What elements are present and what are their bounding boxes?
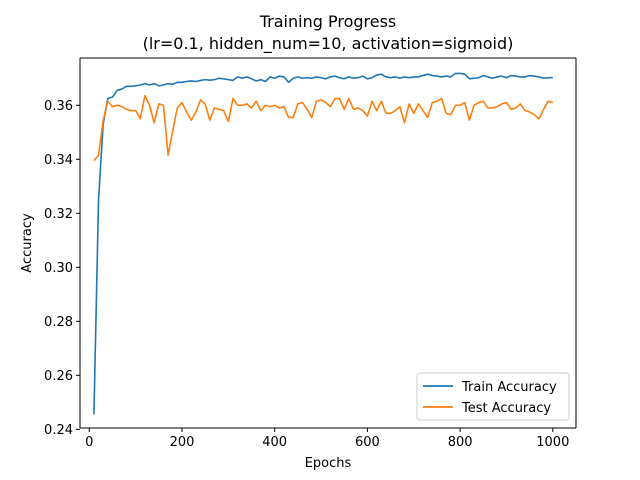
y-axis-ticks: 0.24 0.26 0.28 0.30 0.32 0.34 0.36	[44, 99, 80, 438]
x-axis-label: Epochs	[305, 456, 352, 471]
chart-subtitle: (lr=0.1, hidden_num=10, activation=sigmo…	[143, 34, 514, 54]
series-line-test-accuracy	[93, 95, 554, 162]
plot-area	[79, 57, 577, 429]
legend-label-test-accuracy: Test Accuracy	[461, 401, 551, 416]
axes-background	[80, 58, 576, 428]
series-layer	[93, 72, 554, 415]
x-tick-label: 800	[448, 435, 473, 450]
x-tick-label: 0	[85, 435, 93, 450]
x-tick-label: 400	[262, 435, 287, 450]
x-axis-ticks: 0 200 400 600 800 1000	[85, 428, 569, 450]
y-tick-label: 0.34	[44, 153, 73, 168]
x-tick-label: 1000	[536, 435, 569, 450]
legend: Train Accuracy Test Accuracy	[416, 372, 570, 421]
legend-label-train-accuracy: Train Accuracy	[461, 380, 557, 395]
legend-box	[416, 372, 570, 421]
y-tick-label: 0.36	[44, 99, 73, 114]
axes-frame	[79, 57, 577, 429]
y-tick-label: 0.26	[44, 369, 73, 384]
series-line-train-accuracy	[93, 72, 553, 415]
x-tick-label: 600	[355, 435, 380, 450]
y-axis-label: Accuracy	[20, 213, 35, 273]
y-tick-label: 0.24	[44, 423, 73, 438]
y-tick-label: 0.28	[44, 315, 73, 330]
y-tick-label: 0.32	[44, 207, 73, 222]
chart-title: Training Progress	[259, 12, 397, 31]
y-tick-label: 0.30	[44, 261, 73, 276]
x-tick-label: 200	[170, 435, 195, 450]
